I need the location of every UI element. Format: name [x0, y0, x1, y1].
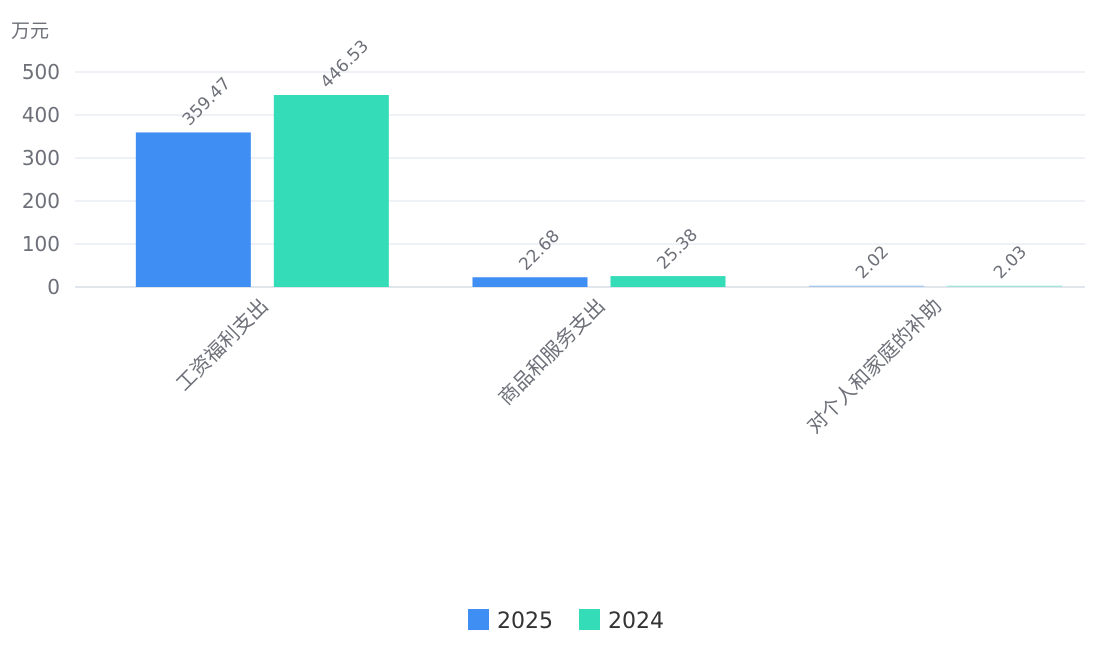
bar[interactable] [610, 276, 726, 287]
y-tick-label: 300 [22, 146, 60, 170]
legend-label[interactable]: 2024 [608, 609, 664, 634]
y-tick-label: 0 [47, 275, 60, 299]
x-axis-category-labels: 工资福利支出 商品和服务支出 对个人和家庭的补助 [171, 294, 946, 438]
legend-label[interactable]: 2025 [497, 609, 553, 634]
data-label: 359.47 [179, 74, 235, 130]
legend[interactable]: 2025 2024 [468, 609, 664, 634]
x-category-label: 对个人和家庭的补助 [802, 294, 946, 438]
data-label: 2.02 [852, 242, 893, 283]
bars [135, 94, 1063, 288]
bar[interactable] [135, 132, 251, 287]
bar[interactable] [273, 94, 389, 288]
bar[interactable] [809, 285, 925, 288]
data-label: 2.03 [990, 242, 1031, 283]
data-label: 22.68 [515, 226, 564, 275]
data-label: 25.38 [653, 225, 702, 274]
x-category-label: 商品和服务支出 [494, 294, 610, 410]
legend-swatch[interactable] [579, 609, 600, 630]
bar[interactable] [472, 277, 588, 287]
legend-swatch[interactable] [468, 609, 489, 630]
y-tick-label: 500 [22, 60, 60, 84]
x-category-label: 工资福利支出 [171, 294, 273, 396]
bar[interactable] [947, 285, 1063, 288]
y-tick-label: 100 [22, 232, 60, 256]
y-tick-label: 200 [22, 189, 60, 213]
data-label: 446.53 [317, 36, 373, 92]
y-axis-tick-labels: 0 100 200 300 400 500 [22, 60, 60, 299]
y-axis-unit-label: 万元 [11, 20, 49, 42]
y-tick-label: 400 [22, 103, 60, 127]
